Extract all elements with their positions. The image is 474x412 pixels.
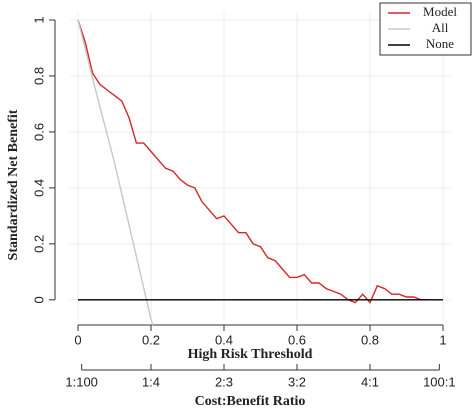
x-tick-label: 1 <box>439 332 446 347</box>
x2-tick-label: 4:1 <box>361 374 379 389</box>
legend-label: Model <box>423 4 457 19</box>
x2-tick-label: 1:100 <box>65 374 98 389</box>
y-tick-label: 0.2 <box>31 235 46 253</box>
y-axis-title: Standardized Net Benefit <box>6 109 21 260</box>
series-line <box>77 19 154 326</box>
x-tick-label: 0.4 <box>215 332 233 347</box>
y-tick-label: 0.4 <box>31 179 46 197</box>
y-tick-label: 1 <box>31 16 46 23</box>
legend-label: All <box>432 20 449 35</box>
y-tick-label: 0.6 <box>31 123 46 141</box>
x2-tick-label: 3:2 <box>288 374 306 389</box>
y-tick-label: 0 <box>31 296 46 303</box>
legend-label: None <box>426 36 454 51</box>
x2-tick-label: 2:3 <box>215 374 233 389</box>
x2-tick-label: 100:1 <box>423 374 456 389</box>
x-axis-title: High Risk Threshold <box>188 347 313 362</box>
x2-axis-title: Cost:Benefit Ratio <box>195 394 306 409</box>
x-tick-label: 0.2 <box>142 332 160 347</box>
series-line <box>77 19 429 304</box>
x2-tick-label: 1:4 <box>142 374 160 389</box>
x-tick-label: 0.6 <box>288 332 306 347</box>
x-tick-label: 0.8 <box>361 332 379 347</box>
x-tick-label: 0 <box>74 332 81 347</box>
y-tick-label: 0.8 <box>31 67 46 85</box>
